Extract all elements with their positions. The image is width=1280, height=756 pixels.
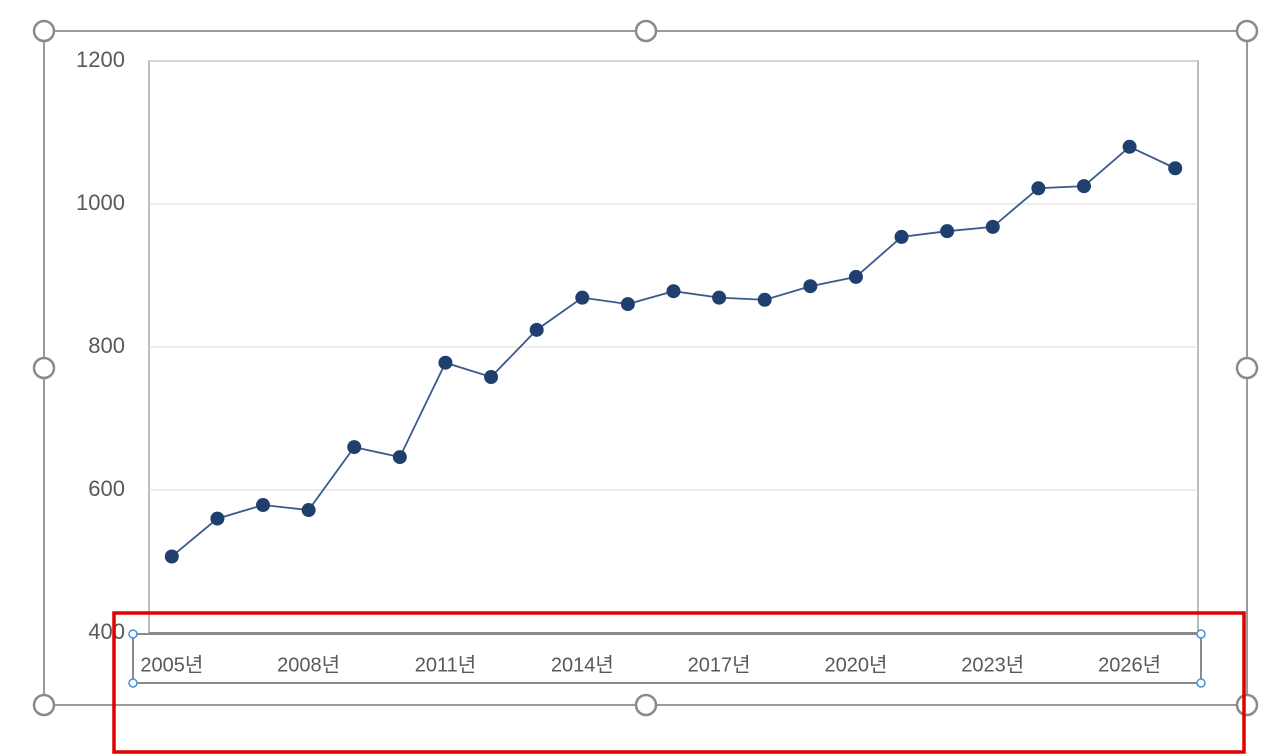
y-tick-label: 600 xyxy=(88,476,125,501)
data-point xyxy=(666,284,681,299)
data-point xyxy=(894,229,909,244)
data-point xyxy=(575,290,590,305)
highlight-box xyxy=(112,611,1246,754)
x-tick-label: 2014년 xyxy=(551,653,614,676)
y-tick-label: 1000 xyxy=(76,190,125,215)
data-point xyxy=(210,511,225,526)
data-point xyxy=(392,450,407,465)
data-point xyxy=(940,224,955,239)
axis-handle[interactable] xyxy=(128,678,138,688)
x-tick-label: 2026년 xyxy=(1098,653,1161,676)
data-point xyxy=(484,370,499,385)
y-tick-label: 1200 xyxy=(76,47,125,72)
resize-handle[interactable] xyxy=(32,19,56,43)
axis-handle[interactable] xyxy=(1196,629,1206,639)
data-point xyxy=(803,279,818,294)
data-point xyxy=(438,355,453,370)
data-point xyxy=(529,322,544,337)
x-tick-label: 2011년 xyxy=(415,653,476,676)
data-point xyxy=(757,292,772,307)
data-point xyxy=(301,503,316,518)
y-tick-label: 400 xyxy=(88,619,125,644)
x-tick-label: 2008년 xyxy=(277,653,340,676)
axis-handle[interactable] xyxy=(128,629,138,639)
x-tick-label: 2017년 xyxy=(688,653,751,676)
resize-handle[interactable] xyxy=(32,356,56,380)
x-tick-label: 2020년 xyxy=(824,653,887,676)
data-point xyxy=(1031,181,1046,196)
data-point xyxy=(1122,139,1137,154)
data-point xyxy=(347,440,362,455)
resize-handle[interactable] xyxy=(1235,19,1259,43)
resize-handle[interactable] xyxy=(634,693,658,717)
resize-handle[interactable] xyxy=(634,19,658,43)
data-point xyxy=(620,297,635,312)
data-point xyxy=(985,219,1000,234)
x-tick-label: 2005년 xyxy=(140,653,203,676)
resize-handle[interactable] xyxy=(32,693,56,717)
data-point xyxy=(848,269,863,284)
axis-handles xyxy=(128,629,1206,688)
selection-handles xyxy=(32,19,1259,717)
data-point xyxy=(256,498,271,513)
axis-handle[interactable] xyxy=(1196,678,1206,688)
y-tick-label: 800 xyxy=(88,333,125,358)
resize-handle[interactable] xyxy=(1235,356,1259,380)
data-point xyxy=(164,549,179,564)
resize-handle[interactable] xyxy=(1235,693,1259,717)
data-point xyxy=(1076,179,1091,194)
data-point xyxy=(1168,161,1183,176)
x-tick-label: 2023년 xyxy=(961,653,1024,676)
data-point xyxy=(712,290,727,305)
